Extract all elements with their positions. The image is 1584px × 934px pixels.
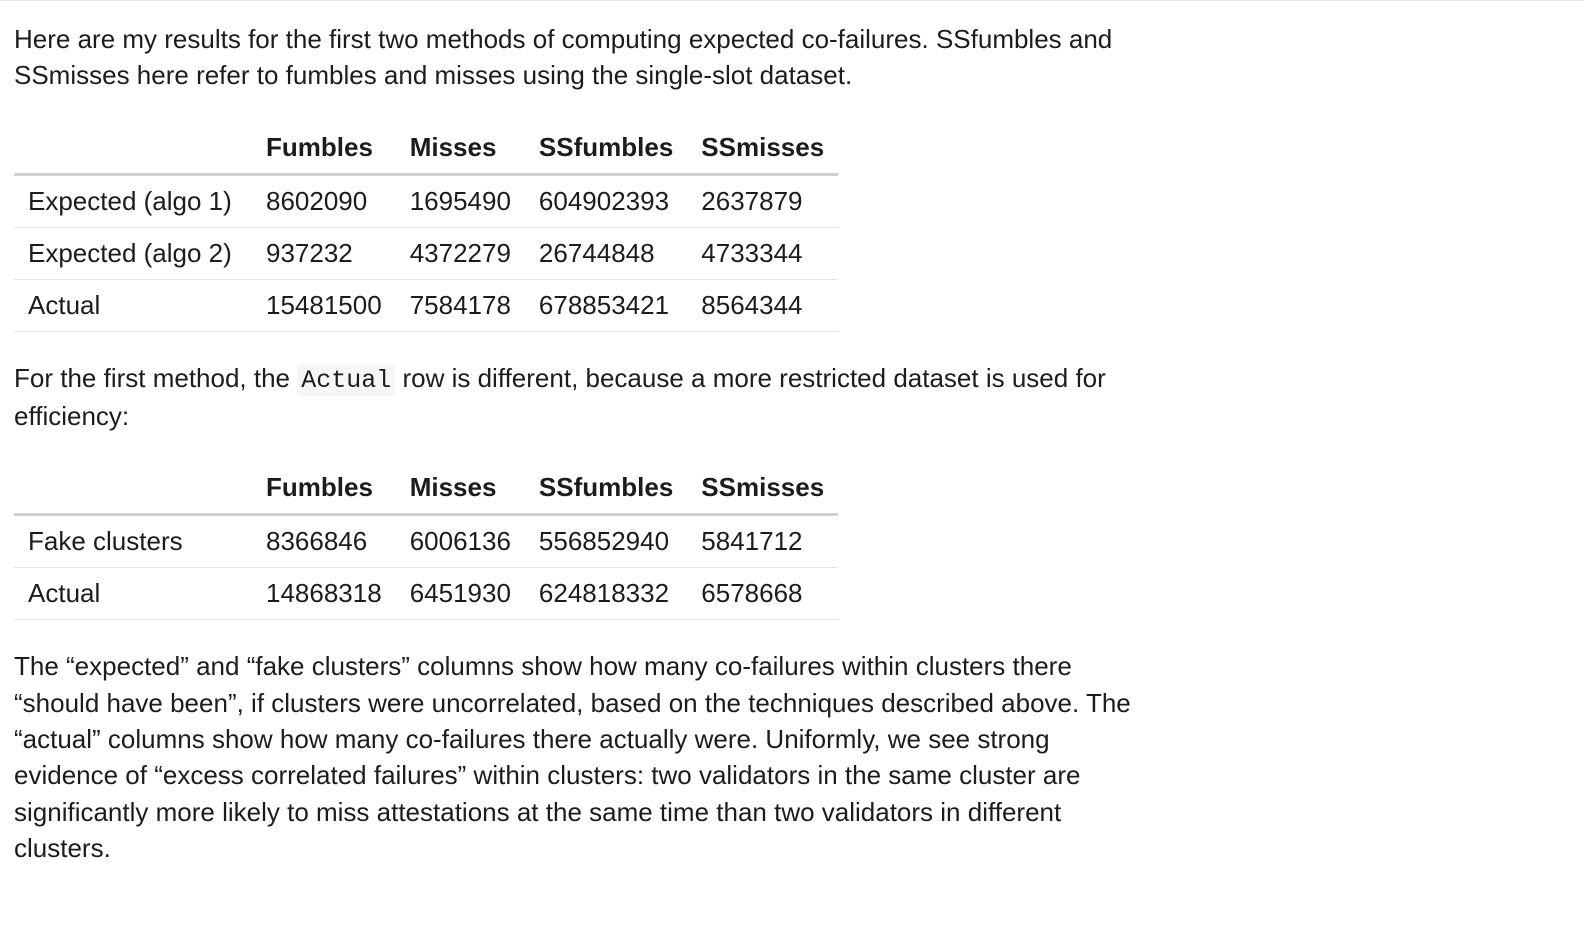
col-fumbles: Fumbles (252, 462, 396, 515)
cell: 8602090 (252, 174, 396, 227)
col-fumbles: Fumbles (252, 122, 396, 175)
col-blank (14, 122, 252, 175)
cell: 8366846 (252, 515, 396, 568)
table-row: Actual 15481500 7584178 678853421 856434… (14, 279, 838, 331)
document-page: Here are my results for the first two me… (0, 0, 1584, 927)
table-row: Fake clusters 8366846 6006136 556852940 … (14, 515, 838, 568)
cell: 4733344 (687, 227, 838, 279)
mid-text-pre: For the first method, the (14, 363, 297, 393)
cell: 556852940 (525, 515, 687, 568)
col-misses: Misses (396, 462, 525, 515)
table-header-row: Fumbles Misses SSfumbles SSmisses (14, 462, 838, 515)
col-ssmisses: SSmisses (687, 122, 838, 175)
cofailures-table-2: Fumbles Misses SSfumbles SSmisses Fake c… (14, 462, 838, 620)
row-label: Actual (14, 279, 252, 331)
cell: 15481500 (252, 279, 396, 331)
cell: 2637879 (687, 174, 838, 227)
col-blank (14, 462, 252, 515)
cell: 6006136 (396, 515, 525, 568)
cell: 7584178 (396, 279, 525, 331)
col-ssmisses: SSmisses (687, 462, 838, 515)
cell: 937232 (252, 227, 396, 279)
row-label: Fake clusters (14, 515, 252, 568)
row-label: Expected (algo 1) (14, 174, 252, 227)
mid-paragraph: For the first method, the Actual row is … (14, 360, 1144, 434)
table-row: Actual 14868318 6451930 624818332 657866… (14, 568, 838, 620)
cell: 6578668 (687, 568, 838, 620)
cell: 1695490 (396, 174, 525, 227)
cofailures-table-1: Fumbles Misses SSfumbles SSmisses Expect… (14, 122, 838, 332)
table-row: Expected (algo 1) 8602090 1695490 604902… (14, 174, 838, 227)
cell: 6451930 (396, 568, 525, 620)
cell: 14868318 (252, 568, 396, 620)
cell: 5841712 (687, 515, 838, 568)
col-misses: Misses (396, 122, 525, 175)
cell: 678853421 (525, 279, 687, 331)
row-label: Expected (algo 2) (14, 227, 252, 279)
inline-code-actual: Actual (297, 365, 395, 396)
table-header-row: Fumbles Misses SSfumbles SSmisses (14, 122, 838, 175)
cell: 26744848 (525, 227, 687, 279)
cell: 8564344 (687, 279, 838, 331)
table-row: Expected (algo 2) 937232 4372279 2674484… (14, 227, 838, 279)
cell: 604902393 (525, 174, 687, 227)
closing-paragraph: The “expected” and “fake clusters” colum… (14, 648, 1144, 866)
intro-paragraph: Here are my results for the first two me… (14, 21, 1144, 94)
col-ssfumbles: SSfumbles (525, 462, 687, 515)
cell: 4372279 (396, 227, 525, 279)
col-ssfumbles: SSfumbles (525, 122, 687, 175)
cell: 624818332 (525, 568, 687, 620)
row-label: Actual (14, 568, 252, 620)
